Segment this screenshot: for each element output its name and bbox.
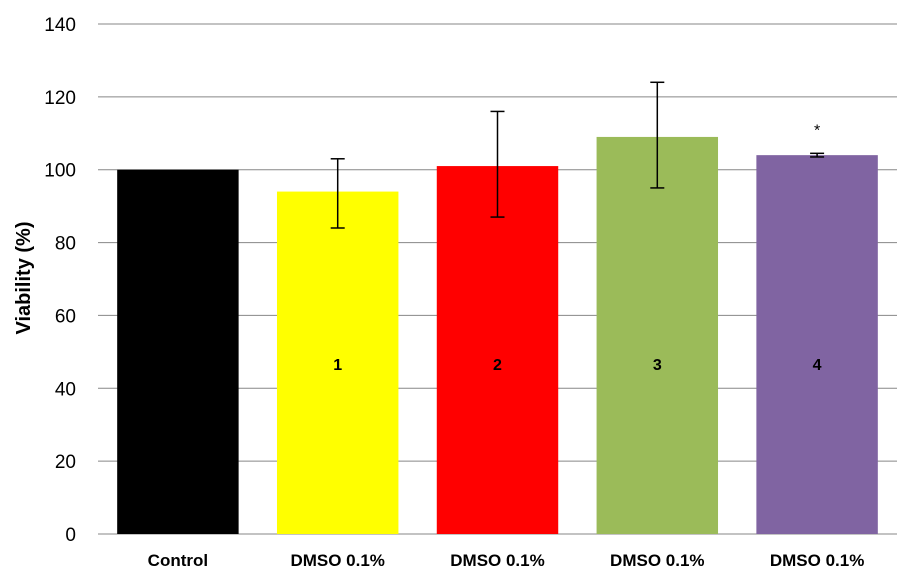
x-tick-label: DMSO 0.1% xyxy=(770,551,864,570)
y-tick-label: 140 xyxy=(44,15,76,36)
x-tick-label: Control xyxy=(148,551,208,570)
error-bar xyxy=(650,81,665,189)
x-tick-label: DMSO 0.1% xyxy=(290,551,384,570)
labels: 0 20 40 60 80 100 120 140 Control DMSO 0.1% 1 DMSO … xyxy=(44,15,864,570)
y-tick-label: 40 xyxy=(55,379,76,400)
x-tick-label: DMSO 0.1% xyxy=(450,551,544,570)
y-tick-label: 60 xyxy=(55,306,76,327)
bars xyxy=(117,136,878,535)
error-bar xyxy=(330,158,345,229)
y-axis-title: Viability (%) xyxy=(13,222,35,335)
significance-marker: * xyxy=(814,122,820,139)
y-tick-label: 0 xyxy=(65,525,76,546)
bar-number-label: 2 xyxy=(493,357,502,374)
bar-number-label: 3 xyxy=(653,357,662,374)
bar xyxy=(756,155,878,534)
bar xyxy=(117,169,239,534)
bar-number-label: 4 xyxy=(813,357,822,374)
bar-number-label: 1 xyxy=(333,357,342,374)
y-tick-label: 80 xyxy=(55,234,76,255)
error-bars xyxy=(330,81,825,229)
error-bar xyxy=(490,110,505,218)
x-tick-label: DMSO 0.1% xyxy=(610,551,704,570)
bar xyxy=(596,136,719,534)
error-bar xyxy=(810,152,825,158)
y-tick-label: 100 xyxy=(44,161,76,182)
bar xyxy=(276,191,399,535)
bar xyxy=(436,166,559,535)
y-tick-label: 20 xyxy=(55,452,76,473)
y-tick-label: 120 xyxy=(44,88,76,109)
